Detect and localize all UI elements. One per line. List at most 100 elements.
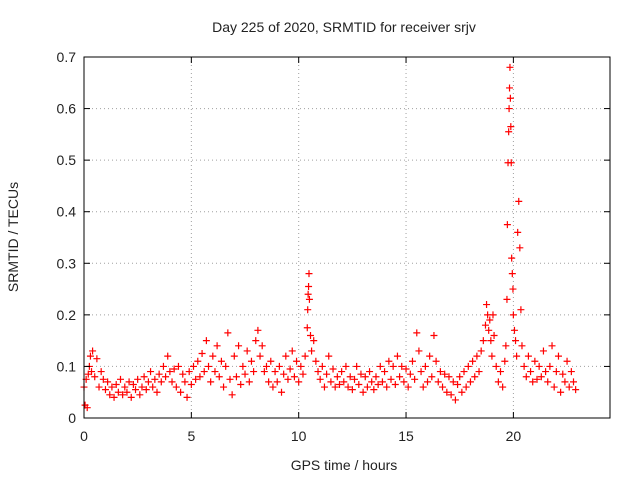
data-point (471, 373, 479, 381)
data-point (239, 362, 247, 370)
data-point (86, 352, 94, 360)
data-point (466, 378, 474, 386)
data-point (252, 337, 260, 345)
data-point (494, 378, 502, 386)
data-point (421, 362, 429, 370)
data-point (479, 337, 487, 345)
data-point (241, 370, 249, 378)
data-point (351, 375, 359, 383)
data-point (434, 378, 442, 386)
data-point (323, 370, 331, 378)
data-point (406, 370, 414, 378)
data-point (97, 368, 105, 376)
data-point (537, 373, 545, 381)
data-point (393, 352, 401, 360)
data-point (290, 373, 298, 381)
data-point (299, 370, 307, 378)
data-point (202, 337, 210, 345)
data-point (370, 386, 378, 394)
data-point (114, 388, 122, 396)
data-point (297, 362, 305, 370)
data-point (563, 357, 571, 365)
plot-frame (83, 56, 611, 419)
data-point (387, 375, 395, 383)
data-point (522, 373, 530, 381)
data-point (267, 357, 275, 365)
data-point (462, 383, 470, 391)
data-point (318, 362, 326, 370)
data-point (303, 324, 311, 332)
data-point (304, 290, 312, 298)
data-point (508, 254, 516, 262)
data-point (417, 368, 425, 376)
data-point (320, 383, 328, 391)
x-tick-label: 0 (80, 428, 88, 444)
x-axis-label: GPS time / hours (291, 457, 398, 473)
data-point (529, 378, 537, 386)
data-point (136, 391, 144, 399)
data-point (396, 373, 404, 381)
data-point (329, 365, 337, 373)
data-point (93, 355, 101, 363)
data-point (245, 378, 253, 386)
data-point (174, 362, 182, 370)
data-point (348, 386, 356, 394)
data-point (473, 352, 481, 360)
data-point (108, 383, 116, 391)
data-point (378, 378, 386, 386)
data-point (293, 357, 301, 365)
data-point (548, 342, 556, 350)
data-point (424, 378, 432, 386)
x-tick-label: 5 (187, 428, 195, 444)
data-point (460, 368, 468, 376)
data-point (142, 386, 150, 394)
data-point (552, 368, 560, 376)
data-point (359, 388, 367, 396)
data-point (280, 370, 288, 378)
data-point (400, 378, 408, 386)
y-tick-label: 0.6 (57, 101, 77, 117)
data-point (260, 368, 268, 376)
y-tick-label: 0.2 (57, 307, 77, 323)
data-point (123, 388, 131, 396)
data-point (288, 347, 296, 355)
data-point (505, 105, 513, 113)
data-point (342, 362, 350, 370)
data-point (232, 373, 240, 381)
data-point (237, 380, 245, 388)
data-point (149, 383, 157, 391)
data-point (357, 370, 365, 378)
data-point (327, 378, 335, 386)
y-axis-ticks: 0 0.1 0.2 0.3 0.4 0.5 0.6 0.7 (57, 49, 610, 426)
data-point (144, 378, 152, 386)
data-point (166, 368, 174, 376)
data-point (273, 378, 281, 386)
data-point (503, 221, 511, 229)
data-point (340, 378, 348, 386)
data-point (490, 331, 498, 339)
data-point (269, 383, 277, 391)
data-point (106, 391, 114, 399)
data-points (80, 63, 580, 412)
data-point (170, 365, 178, 373)
data-point (155, 370, 163, 378)
data-point (308, 347, 316, 355)
data-point (304, 306, 312, 314)
x-axis-ticks: 0 5 10 15 20 (80, 57, 521, 444)
data-point (95, 383, 103, 391)
data-point (485, 326, 493, 334)
data-point (509, 285, 517, 293)
data-point (506, 94, 514, 102)
data-point (514, 228, 522, 236)
data-point (483, 301, 491, 309)
data-point (138, 383, 146, 391)
data-point (305, 270, 313, 278)
data-point (331, 383, 339, 391)
data-point (557, 388, 565, 396)
data-point (224, 329, 232, 337)
data-point (286, 365, 294, 373)
data-point (546, 362, 554, 370)
data-point (383, 383, 391, 391)
data-point (134, 375, 142, 383)
